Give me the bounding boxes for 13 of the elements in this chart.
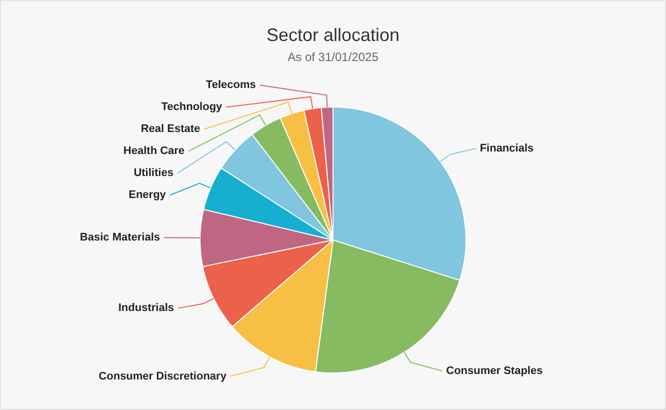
slice-label: Telecoms [206,79,256,92]
chart-title: Sector allocation [266,24,400,45]
slice-label: Consumer Staples [446,364,543,377]
slice-label: Health Care [123,145,185,158]
slice-label: Utilities [134,167,174,180]
chart-subtitle: As of 31/01/2025 [288,50,379,64]
slice-label: Energy [128,189,167,202]
slice-label: Real Estate [140,123,200,136]
slice-label: Consumer Discretionary [98,370,228,382]
slice-label: Financials [480,142,534,155]
slice-label: Basic Materials [80,232,160,244]
slice-label: Industrials [118,302,174,314]
slice-label: Technology [161,101,224,114]
